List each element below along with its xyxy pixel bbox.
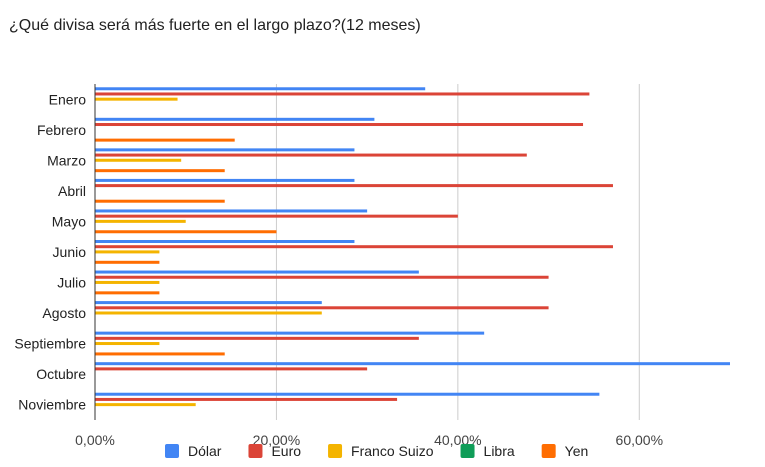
bar-franco-suizo-mayo[interactable]: [95, 219, 186, 223]
bar-euro-septiembre[interactable]: [95, 336, 419, 340]
bar-dólar-mayo[interactable]: [95, 209, 368, 213]
bar-dólar-octubre[interactable]: [95, 362, 730, 366]
bar-franco-suizo-julio[interactable]: [95, 280, 160, 284]
bars: [95, 87, 730, 407]
category-label: Mayo: [52, 213, 86, 229]
legend-swatch[interactable]: [541, 444, 556, 458]
x-tick-label: 60,00%: [616, 432, 663, 448]
bar-yen-julio[interactable]: [95, 291, 160, 295]
legend-swatch[interactable]: [460, 444, 475, 458]
bar-dólar-noviembre[interactable]: [95, 392, 600, 396]
bar-yen-febrero[interactable]: [95, 138, 235, 142]
bar-yen-abril[interactable]: [95, 199, 225, 203]
legend-label[interactable]: Yen: [565, 443, 589, 459]
legend[interactable]: Dólar Euro Franco Suizo Libra Yen: [165, 443, 588, 459]
bar-franco-suizo-enero[interactable]: [95, 97, 178, 101]
bar-euro-agosto[interactable]: [95, 306, 549, 310]
category-label: Septiembre: [14, 336, 86, 352]
bar-euro-octubre[interactable]: [95, 367, 368, 371]
bar-yen-junio[interactable]: [95, 260, 160, 264]
chart-title: ¿Qué divisa será más fuerte en el largo …: [9, 17, 421, 34]
category-labels: Enero Febrero Marzo Abril Mayo Junio Julio Agos…: [14, 91, 86, 412]
bar-yen-mayo[interactable]: [95, 230, 277, 234]
legend-label[interactable]: Libra: [484, 443, 515, 459]
bar-dólar-enero[interactable]: [95, 87, 426, 91]
bar-euro-febrero[interactable]: [95, 123, 584, 127]
category-label: Noviembre: [18, 397, 86, 413]
bar-euro-noviembre[interactable]: [95, 397, 398, 401]
bar-yen-septiembre[interactable]: [95, 352, 225, 356]
x-tick-label: 0,00%: [75, 432, 115, 448]
bar-dólar-febrero[interactable]: [95, 117, 375, 121]
bar-euro-julio[interactable]: [95, 275, 549, 279]
category-label: Octubre: [36, 366, 86, 382]
category-label: Junio: [53, 244, 87, 260]
category-label: Julio: [57, 275, 86, 291]
bar-dólar-julio[interactable]: [95, 270, 419, 274]
bar-franco-suizo-noviembre[interactable]: [95, 403, 196, 407]
x-tick-label: 20,00%: [253, 432, 300, 448]
legend-label[interactable]: Euro: [271, 443, 301, 459]
category-label: Abril: [58, 183, 86, 199]
legend-swatch[interactable]: [328, 444, 343, 458]
bar-franco-suizo-agosto[interactable]: [95, 311, 322, 315]
legend-swatch[interactable]: [248, 444, 263, 458]
bar-euro-marzo[interactable]: [95, 153, 527, 157]
bar-euro-enero[interactable]: [95, 92, 590, 96]
legend-label[interactable]: Dólar: [188, 443, 222, 459]
bar-franco-suizo-junio[interactable]: [95, 250, 160, 254]
category-label: Marzo: [47, 152, 86, 168]
bar-dólar-marzo[interactable]: [95, 148, 355, 152]
bar-euro-junio[interactable]: [95, 245, 613, 249]
bar-franco-suizo-marzo[interactable]: [95, 158, 182, 162]
bar-dólar-abril[interactable]: [95, 178, 355, 182]
bar-yen-marzo[interactable]: [95, 169, 225, 173]
category-label: Agosto: [42, 305, 86, 321]
category-label: Febrero: [37, 122, 86, 138]
bar-euro-abril[interactable]: [95, 184, 613, 188]
bar-dólar-agosto[interactable]: [95, 301, 322, 305]
bar-euro-mayo[interactable]: [95, 214, 458, 218]
bar-dólar-junio[interactable]: [95, 240, 355, 243]
bar-franco-suizo-septiembre[interactable]: [95, 342, 160, 346]
legend-label[interactable]: Franco Suizo: [351, 443, 434, 459]
legend-swatch[interactable]: [165, 444, 179, 458]
bar-dólar-septiembre[interactable]: [95, 331, 485, 335]
category-label: Enero: [49, 91, 87, 107]
